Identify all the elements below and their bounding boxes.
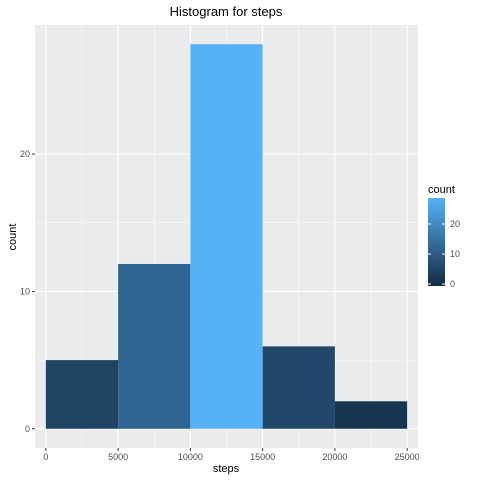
histogram-bars	[45, 44, 408, 429]
x-tick-label: 10000	[178, 452, 203, 462]
x-tick-label: 25000	[395, 452, 420, 462]
x-tick-label: 15000	[250, 452, 275, 462]
legend-tick-label: 20	[450, 219, 460, 229]
legend-tick-label: 0	[450, 279, 455, 289]
histogram-bar	[118, 263, 191, 429]
x-tick-label: 0	[43, 452, 48, 462]
x-axis-title: steps	[213, 463, 240, 475]
y-tick-label: 10	[20, 286, 30, 296]
histogram-bar	[262, 346, 335, 429]
chart-title: Histogram for steps	[170, 4, 283, 19]
y-axis: 0 10 20	[20, 149, 35, 434]
legend-ticks: 0 10 20	[428, 219, 460, 289]
legend-tick-label: 10	[450, 249, 460, 259]
y-axis-title: count	[7, 224, 19, 251]
x-tick-label: 5000	[108, 452, 128, 462]
y-tick-label: 0	[25, 424, 30, 434]
histogram-bar	[45, 360, 119, 429]
legend-title: count	[428, 184, 455, 196]
histogram-bar	[190, 44, 263, 429]
x-tick-label: 20000	[322, 452, 347, 462]
legend: count 0 10 20	[428, 184, 460, 289]
legend-color-bar	[428, 198, 445, 286]
y-tick-label: 20	[20, 149, 30, 159]
histogram-bar	[334, 401, 408, 429]
x-axis: 0 5000 10000 15000 20000 25000	[43, 448, 420, 462]
